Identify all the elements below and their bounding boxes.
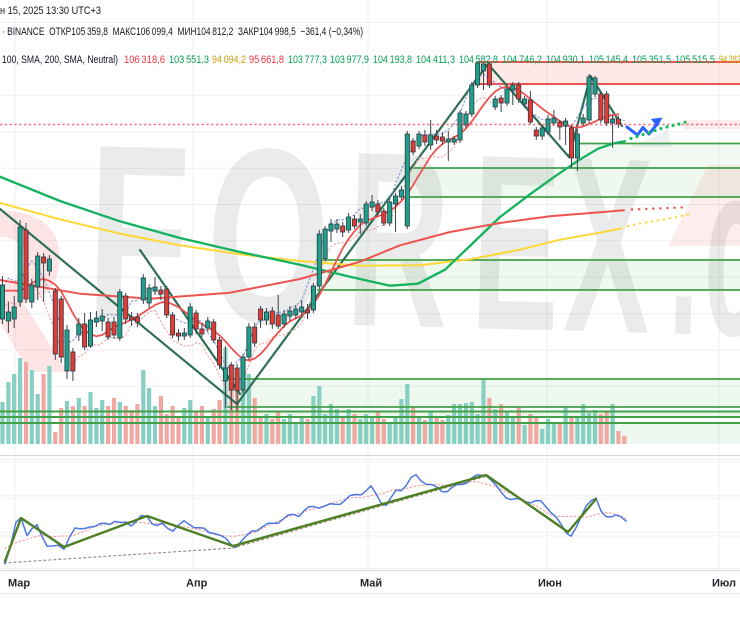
svg-text:.: .: [666, 107, 703, 387]
svg-text:Май: Май: [360, 578, 382, 590]
svg-text:Июл: Июл: [712, 578, 736, 590]
svg-text:104 411,3: 104 411,3: [416, 54, 455, 66]
svg-text:Мар: Мар: [8, 578, 30, 590]
svg-text:c: c: [701, 108, 740, 388]
svg-text:· BINANCE ОТКР105 359,8 МАКС: · BINANCE ОТКР105 359,8 МАКС106 099,4 МИ…: [2, 26, 363, 38]
svg-text:103 977,9: 103 977,9: [330, 54, 369, 66]
svg-text:95 661,8: 95 661,8: [249, 54, 284, 66]
svg-text:104 746,2: 104 746,2: [502, 54, 542, 66]
svg-text:н 15, 2025 13:30 UTC+3: н 15, 2025 13:30 UTC+3: [0, 5, 101, 17]
svg-text:R: R: [344, 99, 453, 381]
svg-text:F: F: [84, 92, 193, 374]
svg-text:94 282: 94 282: [719, 54, 740, 66]
svg-text:105 515,5: 105 515,5: [675, 54, 715, 66]
svg-text:106 318,6: 106 318,6: [124, 54, 165, 66]
svg-text:94 094,2: 94 094,2: [212, 54, 246, 66]
svg-text:105 145,4: 105 145,4: [589, 54, 628, 66]
svg-text:105 351,5: 105 351,5: [632, 54, 671, 66]
svg-text:Апр: Апр: [186, 578, 208, 590]
svg-text:103 777,3: 103 777,3: [288, 54, 327, 66]
svg-text:103 551,3: 103 551,3: [169, 54, 209, 66]
svg-text:104 193,8: 104 193,8: [373, 54, 412, 66]
svg-text:104 930,1: 104 930,1: [546, 54, 585, 66]
svg-text:Июн: Июн: [538, 578, 562, 590]
svg-text:104 582,8: 104 582,8: [459, 54, 498, 66]
svg-text:100, SMA, 200, SMA, Neutral): 100, SMA, 200, SMA, Neutral): [2, 54, 118, 66]
svg-text:O: O: [204, 95, 333, 377]
